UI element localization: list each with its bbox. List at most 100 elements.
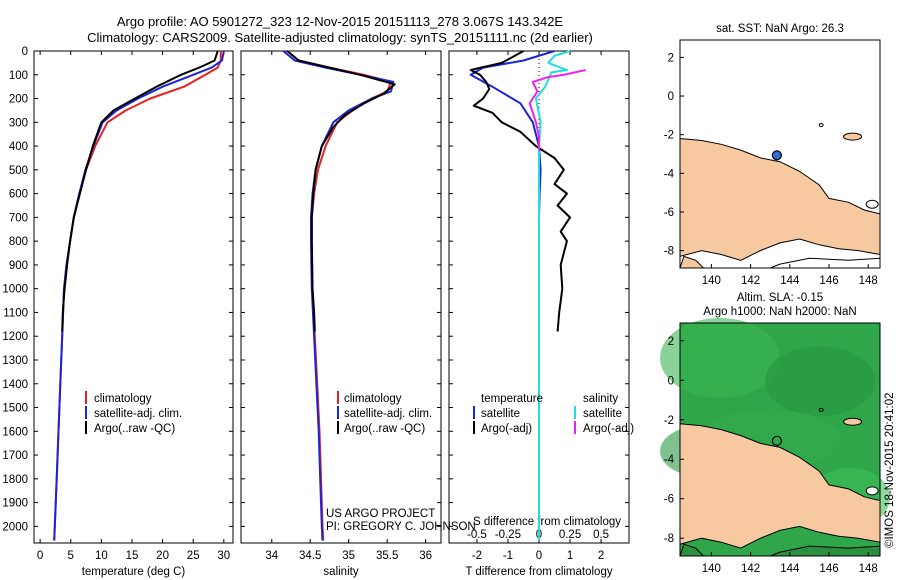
map-frame [679,322,881,557]
lat-tick-label: 0 [668,375,674,387]
lat-tick-label: -2 [664,415,674,427]
lat-tick-label: -8 [664,533,674,545]
x-tick-label: 20 [156,550,169,562]
lat-tick-label: -6 [664,494,674,506]
small-island [818,123,824,128]
depth-tick-label: 1300 [2,355,28,367]
depth-tick-label: 900 [9,260,28,272]
depth-tick-label: 1000 [2,284,28,296]
map-title: Argo h1000: NaN h2000: NaN [703,306,856,318]
series-argo-raw-qc- [61,50,219,332]
depth-tick-label: 1500 [2,403,28,415]
sla-patch [765,346,875,417]
legend-argo-label: Argo(..raw -QC) [344,423,425,435]
depth-tick-label: 200 [9,94,28,106]
project-annotation: US ARGO PROJECT [326,508,435,520]
manus-island [843,132,863,141]
float-location-marker [771,150,783,161]
salinity-legend: climatology satellite-adj. clim. Argo(..… [337,391,432,435]
legend-argo-label: Argo(..raw -QC) [94,423,175,435]
lat-tick-label: -4 [664,168,675,180]
lon-tick-label: 148 [859,275,878,287]
depth-tick-label: 100 [9,70,28,82]
umboi-island [865,199,879,209]
map-frame [679,39,881,269]
legend-salinity-header: salinity [583,393,618,405]
series-argo-raw-qc- [286,50,396,332]
depth-tick-label: 1100 [3,307,28,319]
depth-tick-label: 600 [9,189,28,201]
depth-tick-label: 500 [9,165,28,177]
lat-tick-label: 0 [668,91,674,103]
difference-legend: temperature salinity satellite Argo(-adj… [473,393,634,435]
temperature-panel: 0100200300400500600700800900100011001200… [2,46,234,578]
x-tick-label: 36 [419,550,432,562]
s-tick-label: 0.5 [593,529,609,541]
map-title: Altim. SLA: -0.15 [737,292,823,304]
x-tick-label: 34.5 [299,550,321,562]
legend-t-argo-label: Argo(-adj) [481,423,532,435]
x-tick-label: -1 [503,550,513,562]
temperature-legend: climatology satellite-adj. clim. Argo(..… [85,391,182,435]
s-tick-label: -0.25 [495,529,521,541]
s-tick-label: -0.5 [467,529,487,541]
legend-s-satellite-label: satellite [583,408,622,420]
depth-tick-label: 800 [9,236,28,248]
depth-tick-label: 1400 [2,379,28,391]
series-t-argo-adj- [469,50,571,332]
lon-tick-label: 142 [741,563,760,575]
legend-temperature-header: temperature [481,393,543,405]
x-tick-label: 25 [187,550,200,562]
salinity-panel: 34 34.5 35 35.5 36 salinity [240,50,442,578]
legend-climatology-label: climatology [94,393,152,405]
x-tick-label: 15 [126,550,139,562]
lat-tick-label: -2 [664,130,674,142]
x-tick-label: 1 [567,550,573,562]
s-axis-label: S difference from climatology [473,516,621,528]
x-axis-label: T difference from climatology [465,566,612,578]
legend-climatology-label: climatology [344,393,402,405]
x-tick-label: 0 [536,550,542,562]
x-tick-label: 35 [342,550,355,562]
series-s-satellite [534,50,571,541]
imos-timestamp: ©IMOS 18-Nov-2015 20:41:02 [884,392,896,548]
depth-tick-label: 1600 [2,426,28,438]
x-tick-label: 5 [68,550,74,562]
depth-tick-label: 1800 [2,474,28,486]
lon-tick-label: 146 [819,275,838,287]
lat-tick-label: 2 [668,52,674,64]
lon-tick-label: 142 [741,275,760,287]
lon-tick-label: 146 [819,563,838,575]
lon-tick-label: 144 [780,563,800,575]
depth-tick-label: 700 [9,212,28,224]
small-island [818,407,824,412]
x-tick-label: 10 [95,550,108,562]
sla-map-panel: 140 142 144 146 148 2 0 -2 -4 -6 -8 Altim. SLA: -0.… [660,292,890,575]
depth-tick-label: 0 [22,46,28,58]
manus-island [843,417,863,426]
depth-tick-label: 1700 [2,450,28,462]
depth-tick-label: 400 [9,141,28,153]
difference-panel: -2 -1 0 1 2 T difference from climatology S di… [448,50,630,578]
map-title: sat. SST: NaN Argo: 26.3 [716,23,844,35]
x-tick-label: 30 [217,550,230,562]
plot-frame [33,50,234,544]
s-tick-label: 0.25 [559,529,581,541]
sst-map-panel: 140 142 144 146 148 2 0 -2 -4 -6 -8 sat. SST: NaN A… [664,23,881,287]
x-axis-label: salinity [323,566,358,578]
legend-satellite-label: satellite-adj. clim. [344,408,432,420]
lon-tick-label: 148 [859,563,878,575]
legend-satellite-label: satellite-adj. clim. [94,408,182,420]
plot-frame [240,50,442,544]
lon-tick-label: 140 [702,563,721,575]
float-location-marker [771,435,783,446]
lat-tick-label: -4 [664,454,675,466]
x-tick-label: -2 [472,550,482,562]
series-s-argo-adj- [528,69,586,151]
lat-tick-label: -8 [664,246,674,258]
depth-tick-label: 300 [9,117,28,129]
x-tick-label: 0 [37,550,43,562]
x-axis-label: temperature (deg C) [82,566,186,578]
pi-annotation: PI: GREGORY C. JOHNSON [326,521,476,533]
